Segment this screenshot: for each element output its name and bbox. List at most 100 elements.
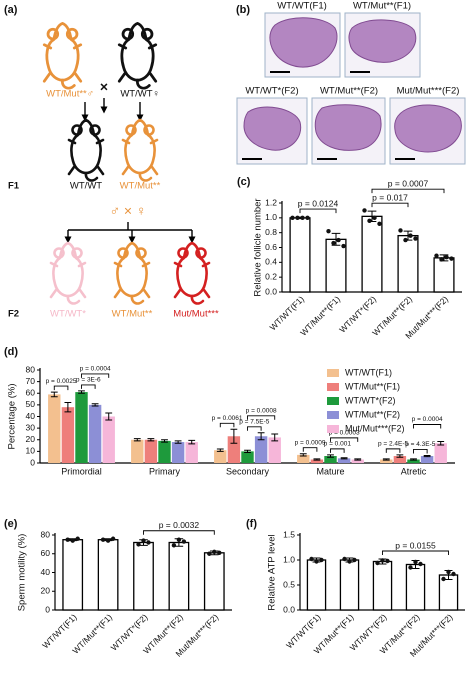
data-point [375,560,380,566]
error-bar [299,453,307,457]
bar [131,439,144,463]
legend-label: WT/WT*(F2) [345,395,395,405]
p-value: p = 4.3E-5 [405,441,436,448]
significance-bracket [143,530,215,535]
genotype-label: Mut/Mut*** [173,309,219,320]
bar [393,456,407,463]
y-axis-label: Relative follicle number [253,198,264,296]
significance-bracket [53,385,69,391]
x-tick-label: Secondary [226,466,270,476]
significance-bracket [413,424,442,429]
data-point [100,537,106,542]
error-bar [396,454,404,458]
x-tick-label: Primordial [61,466,102,476]
genotype-label: WT/WT♀ [120,89,159,100]
panel-label: (b) [236,4,250,16]
legend-label: WT/Mut**(F2) [345,409,400,419]
error-bar [437,440,445,446]
bar [289,217,311,293]
image-label: Mut/Mut***(F2) [397,86,460,97]
tissue [348,19,417,63]
image-label: WT/Mut**(F2) [320,86,378,97]
image-label: WT/WT(F1) [277,1,327,12]
panel-label: (c) [237,176,251,188]
y-tick-label: 70 [26,376,36,386]
y-tick-label: 40 [41,567,51,577]
panel-label: (a) [4,4,18,16]
data-point [181,539,187,544]
significance-bracket [413,448,428,454]
data-point [352,557,357,563]
error-bar [340,457,348,460]
data-point [413,559,418,565]
data-point [441,576,446,582]
y-tick-label: 0.0 [265,286,277,296]
data-point [377,221,382,226]
p-value: p = 3E-6 [76,377,101,384]
p-value: p = 0.0155 [395,540,436,550]
cross-symbol: × [100,79,108,95]
bar [97,539,119,611]
significance-bracket [302,447,318,452]
tissue [394,104,462,153]
bar [241,451,254,463]
data-point [372,215,377,221]
bar [133,541,154,611]
data-point [295,215,300,221]
data-point [444,254,449,260]
error-bar [78,390,85,394]
legend-swatch [327,411,339,419]
bar [185,442,198,463]
significance-bracket [247,426,262,431]
error-bar [327,454,334,458]
genotype-label: WT/WT [70,181,102,192]
data-point [341,243,346,249]
bar [397,234,419,293]
bar [203,552,225,611]
genotype-label: WT/Mut** [120,181,161,192]
bar [297,454,310,463]
data-point [105,538,111,543]
tissue [243,106,302,151]
bar [88,404,102,463]
significance-bracket [330,437,359,442]
data-point [70,538,75,543]
mouse [173,241,211,305]
p-value: p = 0.0007 [388,178,429,188]
y-tick-label: 0 [30,457,35,467]
error-bar [133,438,141,442]
data-point [446,569,451,575]
data-point [212,549,217,555]
data-point [141,538,146,543]
y-tick-label: 0.5 [283,579,295,589]
data-point [408,233,413,238]
bar [61,407,75,463]
bar [168,541,190,611]
data-point [331,240,336,246]
error-bar [230,428,238,444]
y-tick-label: 30 [26,422,36,432]
data-point [398,228,403,233]
bar [158,440,171,463]
error-bar [147,438,155,442]
p-value: p = 7.5E-5 [239,418,270,425]
data-point [290,215,295,221]
bar [268,437,281,463]
mouse [49,241,87,305]
generation-label: F1 [8,181,20,192]
p-value: p = 0.0009 [295,439,326,446]
data-point [439,257,444,262]
error-bar [271,433,279,442]
error-bar [50,391,58,398]
bar [434,443,447,463]
y-tick-label: 40 [26,411,36,421]
p-value: p = 0.0004 [412,416,443,423]
image-label: WT/Mut**(F1) [353,1,411,12]
cross-symbol: ♂ × ♀ [110,203,147,219]
mouse [113,241,151,305]
y-tick-label: 80 [26,364,36,374]
mouse [67,118,105,182]
p-value: p = 0.0004 [80,366,111,373]
bar [310,459,324,463]
